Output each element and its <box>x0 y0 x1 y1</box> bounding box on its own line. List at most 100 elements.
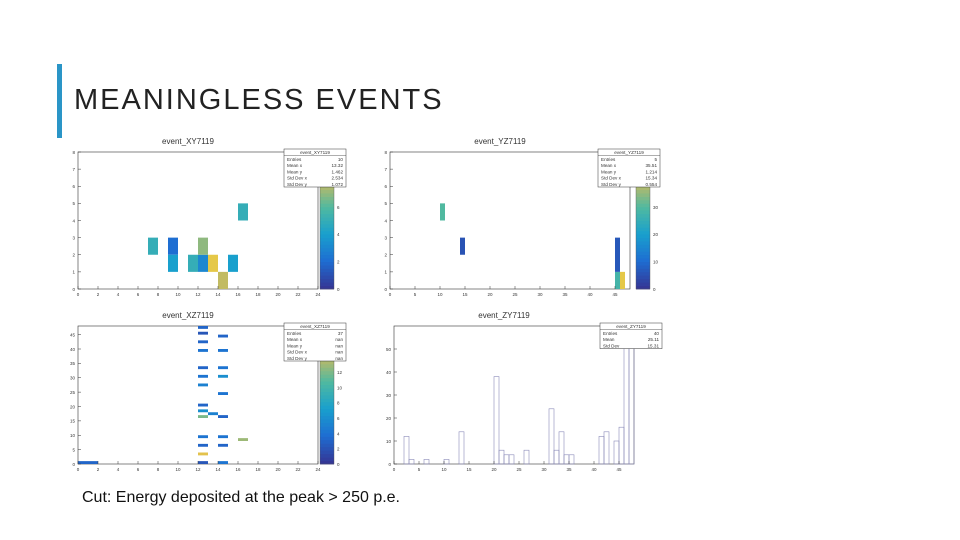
palette-segment-xy-9 <box>320 254 334 259</box>
x-tick-label-yz-9: 45 <box>612 292 618 297</box>
heatmap-cell-xz-14 <box>198 326 208 329</box>
y-tick-label-yz-1: 1 <box>384 270 387 275</box>
palette-segment-xz-27 <box>320 367 334 372</box>
palette-segment-xy-25 <box>320 199 334 204</box>
palette-segment-xy-3 <box>320 275 334 280</box>
palette-segment-xz-15 <box>320 408 334 413</box>
x-tick-label-xy-8: 16 <box>235 292 241 297</box>
x-tick-label-zy-1: 5 <box>418 467 421 472</box>
palette-segment-xy-26 <box>320 196 334 201</box>
stats-value-xz-2: nan <box>335 343 343 348</box>
heatmap-cell-yz-0 <box>440 203 445 221</box>
x-tick-label-yz-3: 15 <box>462 292 468 297</box>
palette-segment-xy-21 <box>320 213 334 218</box>
histogram-canvas-yz: event_YZ71190102030405005101520253035404… <box>384 137 661 297</box>
palette-segment-xz-18 <box>320 398 334 403</box>
palette-segment-xz-13 <box>320 415 334 420</box>
x-tick-label-xy-3: 6 <box>137 292 140 297</box>
stats-label-xz-2: Mean y <box>287 343 303 348</box>
stats-label-yz-4: Std Dev y <box>601 182 622 187</box>
palette-segment-xz-19 <box>320 395 334 399</box>
palette-segment-yz-26 <box>636 196 650 201</box>
palette-segment-xz-4 <box>320 446 334 451</box>
histogram-bin-zy-31 <box>548 408 555 465</box>
y-tick-label-yz-6: 6 <box>384 184 387 189</box>
palette-segment-xy-4 <box>320 271 334 276</box>
palette-segment-xz-17 <box>320 401 334 406</box>
palette-segment-xz-6 <box>320 439 334 444</box>
title-accent-bar <box>57 64 62 138</box>
stats-label-xz-1: Mean x <box>287 337 303 342</box>
heatmap-cell-xy-7 <box>218 271 228 289</box>
stats-box-zy <box>599 322 663 349</box>
heatmap-cell-xz-23 <box>218 349 228 352</box>
slide-title: MEANINGLESS EVENTS <box>74 84 444 116</box>
palette-tick-label-yz-0: 0 <box>653 287 656 292</box>
palette-segment-xz-29 <box>320 360 334 365</box>
heatmap-cell-xz-9 <box>198 374 208 378</box>
x-tick-label-xy-5: 10 <box>175 292 181 297</box>
palette-segment-xy-27 <box>320 193 334 197</box>
palette-segment-xz-16 <box>320 405 334 410</box>
palette-segment-xz-14 <box>320 412 334 417</box>
heatmap-cell-xy-0 <box>148 237 158 255</box>
palette-segment-xy-17 <box>320 227 334 232</box>
palette-segment-xz-23 <box>320 381 334 386</box>
y-tick-label-xz-4: 20 <box>70 404 76 409</box>
palette-segment-xy-15 <box>320 234 334 239</box>
y-tick-label-xy-3: 3 <box>72 235 75 240</box>
heatmap-cell-xz-13 <box>198 331 208 335</box>
palette-segment-yz-23 <box>636 206 650 211</box>
palette-segment-xy-14 <box>320 237 334 242</box>
heatmap-cell-xy-5 <box>198 237 208 255</box>
palette-segment-yz-7 <box>636 261 650 266</box>
palette-segment-xy-12 <box>320 244 334 249</box>
palette-segment-xy-5 <box>320 268 334 273</box>
palette-segment-xy-10 <box>320 251 334 256</box>
x-tick-label-xy-10: 20 <box>275 292 281 297</box>
stats-box-title-xz: event_XZ7119 <box>300 324 330 329</box>
stats-label-zy-2: Std Dev <box>603 343 620 348</box>
x-tick-label-xy-4: 8 <box>157 292 160 297</box>
palette-segment-xy-16 <box>320 230 334 235</box>
stats-value-xy-1: 13.32 <box>332 163 344 168</box>
palette-segment-xz-25 <box>320 374 334 379</box>
y-tick-label-xz-7: 35 <box>70 361 76 366</box>
palette-segment-yz-14 <box>636 237 650 242</box>
palette-tick-label-xz-2: 4 <box>337 431 340 436</box>
heatmap-cell-xz-11 <box>198 349 208 352</box>
x-tick-label-zy-3: 15 <box>466 467 472 472</box>
palette-segment-xy-8 <box>320 258 334 262</box>
stats-label-yz-0: Entries <box>601 157 616 162</box>
histogram-bin-zy-20 <box>493 376 500 465</box>
plot-title-zy: event_ZY7119 <box>478 311 530 320</box>
stats-value-xy-2: 1.462 <box>332 169 344 174</box>
palette-tick-label-yz-1: 10 <box>653 260 659 265</box>
histogram-bin-zy-6 <box>423 459 430 465</box>
heatmap-cell-xz-16 <box>218 461 228 464</box>
stats-label-xz-3: Std Dev x <box>287 350 308 355</box>
y-tick-label-zy-0: 0 <box>388 462 391 467</box>
heatmap-cell-xz-6 <box>198 409 208 413</box>
palette-segment-yz-18 <box>636 223 650 228</box>
palette-segment-yz-11 <box>636 247 650 252</box>
heatmap-cell-xz-19 <box>218 415 228 418</box>
y-tick-label-yz-8: 8 <box>384 150 387 155</box>
heatmap-cell-xy-2 <box>168 254 178 272</box>
x-tick-label-zy-7: 35 <box>566 467 572 472</box>
palette-segment-xz-28 <box>320 363 334 368</box>
x-tick-label-zy-5: 25 <box>516 467 522 472</box>
palette-segment-yz-15 <box>636 234 650 239</box>
heatmap-cell-yz-3 <box>615 237 620 272</box>
palette-segment-yz-16 <box>636 230 650 235</box>
palette-segment-xy-6 <box>320 265 334 269</box>
heatmap-cell-xz-10 <box>198 366 208 370</box>
y-tick-label-xz-2: 10 <box>70 433 76 438</box>
x-tick-label-xy-7: 14 <box>215 292 221 297</box>
x-tick-label-xz-5: 10 <box>175 467 181 472</box>
histogram-canvas-xy: event_XY71190246810024681012141618202224… <box>72 137 347 297</box>
y-tick-label-xy-5: 5 <box>72 201 75 206</box>
palette-tick-label-xy-2: 4 <box>337 232 340 237</box>
y-tick-label-xy-8: 8 <box>72 150 75 155</box>
plot-title-xz: event_XZ7119 <box>162 311 214 320</box>
